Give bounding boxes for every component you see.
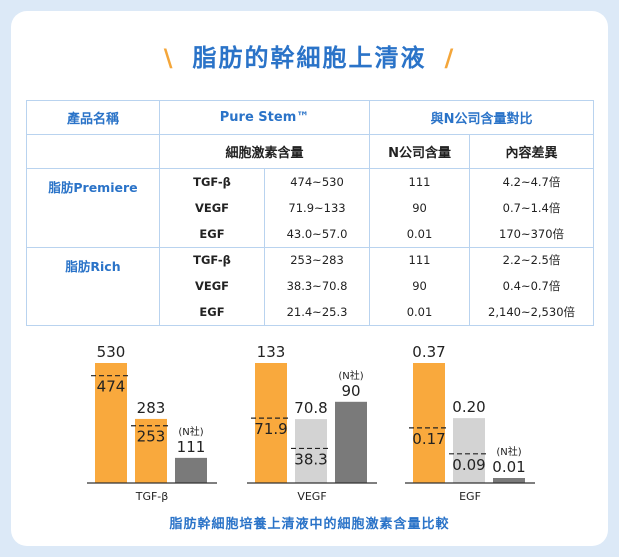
bar-range-label: 474 xyxy=(97,378,126,396)
value-cell: 71.9~133 xyxy=(263,194,371,221)
factor-cell: TGF-β xyxy=(159,246,265,274)
diff-cell: 2,140~2,530倍 xyxy=(469,299,595,327)
x-axis-label: TGF-β xyxy=(135,490,169,503)
diff-cell: 0.4~0.7倍 xyxy=(469,273,595,300)
ncompany-cell: 0.01 xyxy=(369,299,471,327)
bar xyxy=(95,363,127,483)
factor-cell: TGF-β xyxy=(159,168,265,195)
value-cell: 43.0~57.0 xyxy=(263,221,371,248)
bar-tag-label: (N社) xyxy=(178,425,203,438)
value-cell: 38.3~70.8 xyxy=(263,273,371,300)
value-cell: 253~283 xyxy=(263,246,371,274)
bar xyxy=(175,457,207,483)
title-slash-left: \ xyxy=(163,44,175,72)
bar-range-label: 38.3 xyxy=(294,450,327,468)
comparison-table: 產品名稱 Pure Stem™ 與N公司含量對比 細胞激素含量 N公司含量 內容… xyxy=(26,99,595,327)
table-row: VEGF 38.3~70.8 90 0.4~0.7倍 xyxy=(27,273,595,300)
bar xyxy=(413,363,445,483)
bar-tag-label: (N社) xyxy=(496,445,521,458)
product-name: 脂肪Rich xyxy=(26,246,160,327)
bar xyxy=(255,363,287,483)
x-axis-label: VEGF xyxy=(297,490,326,503)
header-compare: 與N公司含量對比 xyxy=(369,99,595,136)
table-row: 脂肪Premiere TGF-β 474~530 111 4.2~4.7倍 xyxy=(26,168,595,248)
factor-cell: EGF xyxy=(159,299,265,327)
bar-range-label: 0.17 xyxy=(412,430,445,448)
ncompany-cell: 111 xyxy=(369,168,471,195)
diff-cell: 0.7~1.4倍 xyxy=(469,194,595,221)
bar-value-label: 530 xyxy=(97,343,126,361)
diff-cell: 2.2~2.5倍 xyxy=(469,246,595,274)
header-product: 產品名稱 xyxy=(26,99,160,136)
bar-value-label: 0.37 xyxy=(412,343,445,361)
diff-cell: 170~370倍 xyxy=(469,221,595,248)
product-name: 脂肪Premiere xyxy=(26,168,160,248)
bar xyxy=(493,478,525,483)
value-cell: 474~530 xyxy=(263,168,371,195)
factor-cell: VEGF xyxy=(159,194,265,221)
bar xyxy=(453,418,485,483)
title-text: 脂肪的幹細胞上清液 xyxy=(192,44,427,72)
bar-value-label: 283 xyxy=(137,399,166,417)
bar xyxy=(135,418,167,483)
bar-charts: 530474283253111(N社)TGF-β13371.970.838.39… xyxy=(87,343,535,503)
subheader-ncompany: N公司含量 xyxy=(369,134,471,170)
x-axis-label: EGF xyxy=(459,490,481,503)
ncompany-cell: 111 xyxy=(369,246,471,274)
bar-value-label: 0.20 xyxy=(452,398,485,416)
table-row: VEGF 71.9~133 90 0.7~1.4倍 xyxy=(27,194,595,221)
bar-value-label: 90 xyxy=(341,382,360,400)
subheader-diff: 內容差異 xyxy=(469,134,595,170)
bar-range-label: 71.9 xyxy=(254,420,287,438)
diff-cell: 4.2~4.7倍 xyxy=(469,168,595,195)
bar-range-label: 253 xyxy=(137,428,166,446)
bar-tag-label: (N社) xyxy=(338,369,363,382)
title-slash-right: / xyxy=(444,44,456,72)
bar-range-label: 0.09 xyxy=(452,456,485,474)
bar-value-label: 133 xyxy=(257,343,286,361)
bar-value-label: 111 xyxy=(177,438,206,456)
factor-cell: EGF xyxy=(159,221,265,248)
page-title: \ 脂肪的幹細胞上清液 / xyxy=(0,38,619,73)
bar-value-label: 0.01 xyxy=(492,458,525,476)
factor-cell: VEGF xyxy=(159,273,265,300)
bar xyxy=(335,401,367,483)
table-row: 脂肪Rich TGF-β 253~283 111 2.2~2.5倍 xyxy=(26,246,595,327)
value-cell: 21.4~25.3 xyxy=(263,299,371,327)
bar-value-label: 70.8 xyxy=(294,399,327,417)
header-brand: Pure Stem™ xyxy=(158,99,371,136)
chart-caption: 脂肪幹細胞培養上清液中的細胞激素含量比較 xyxy=(169,517,450,532)
ncompany-cell: 90 xyxy=(369,194,471,221)
ncompany-cell: 90 xyxy=(369,273,471,300)
bar xyxy=(295,419,327,483)
ncompany-cell: 0.01 xyxy=(369,221,471,248)
subheader-factor: 細胞激素含量 xyxy=(158,134,371,170)
table-row: EGF 21.4~25.3 0.01 2,140~2,530倍 xyxy=(27,299,595,327)
subheader-empty xyxy=(26,134,160,170)
